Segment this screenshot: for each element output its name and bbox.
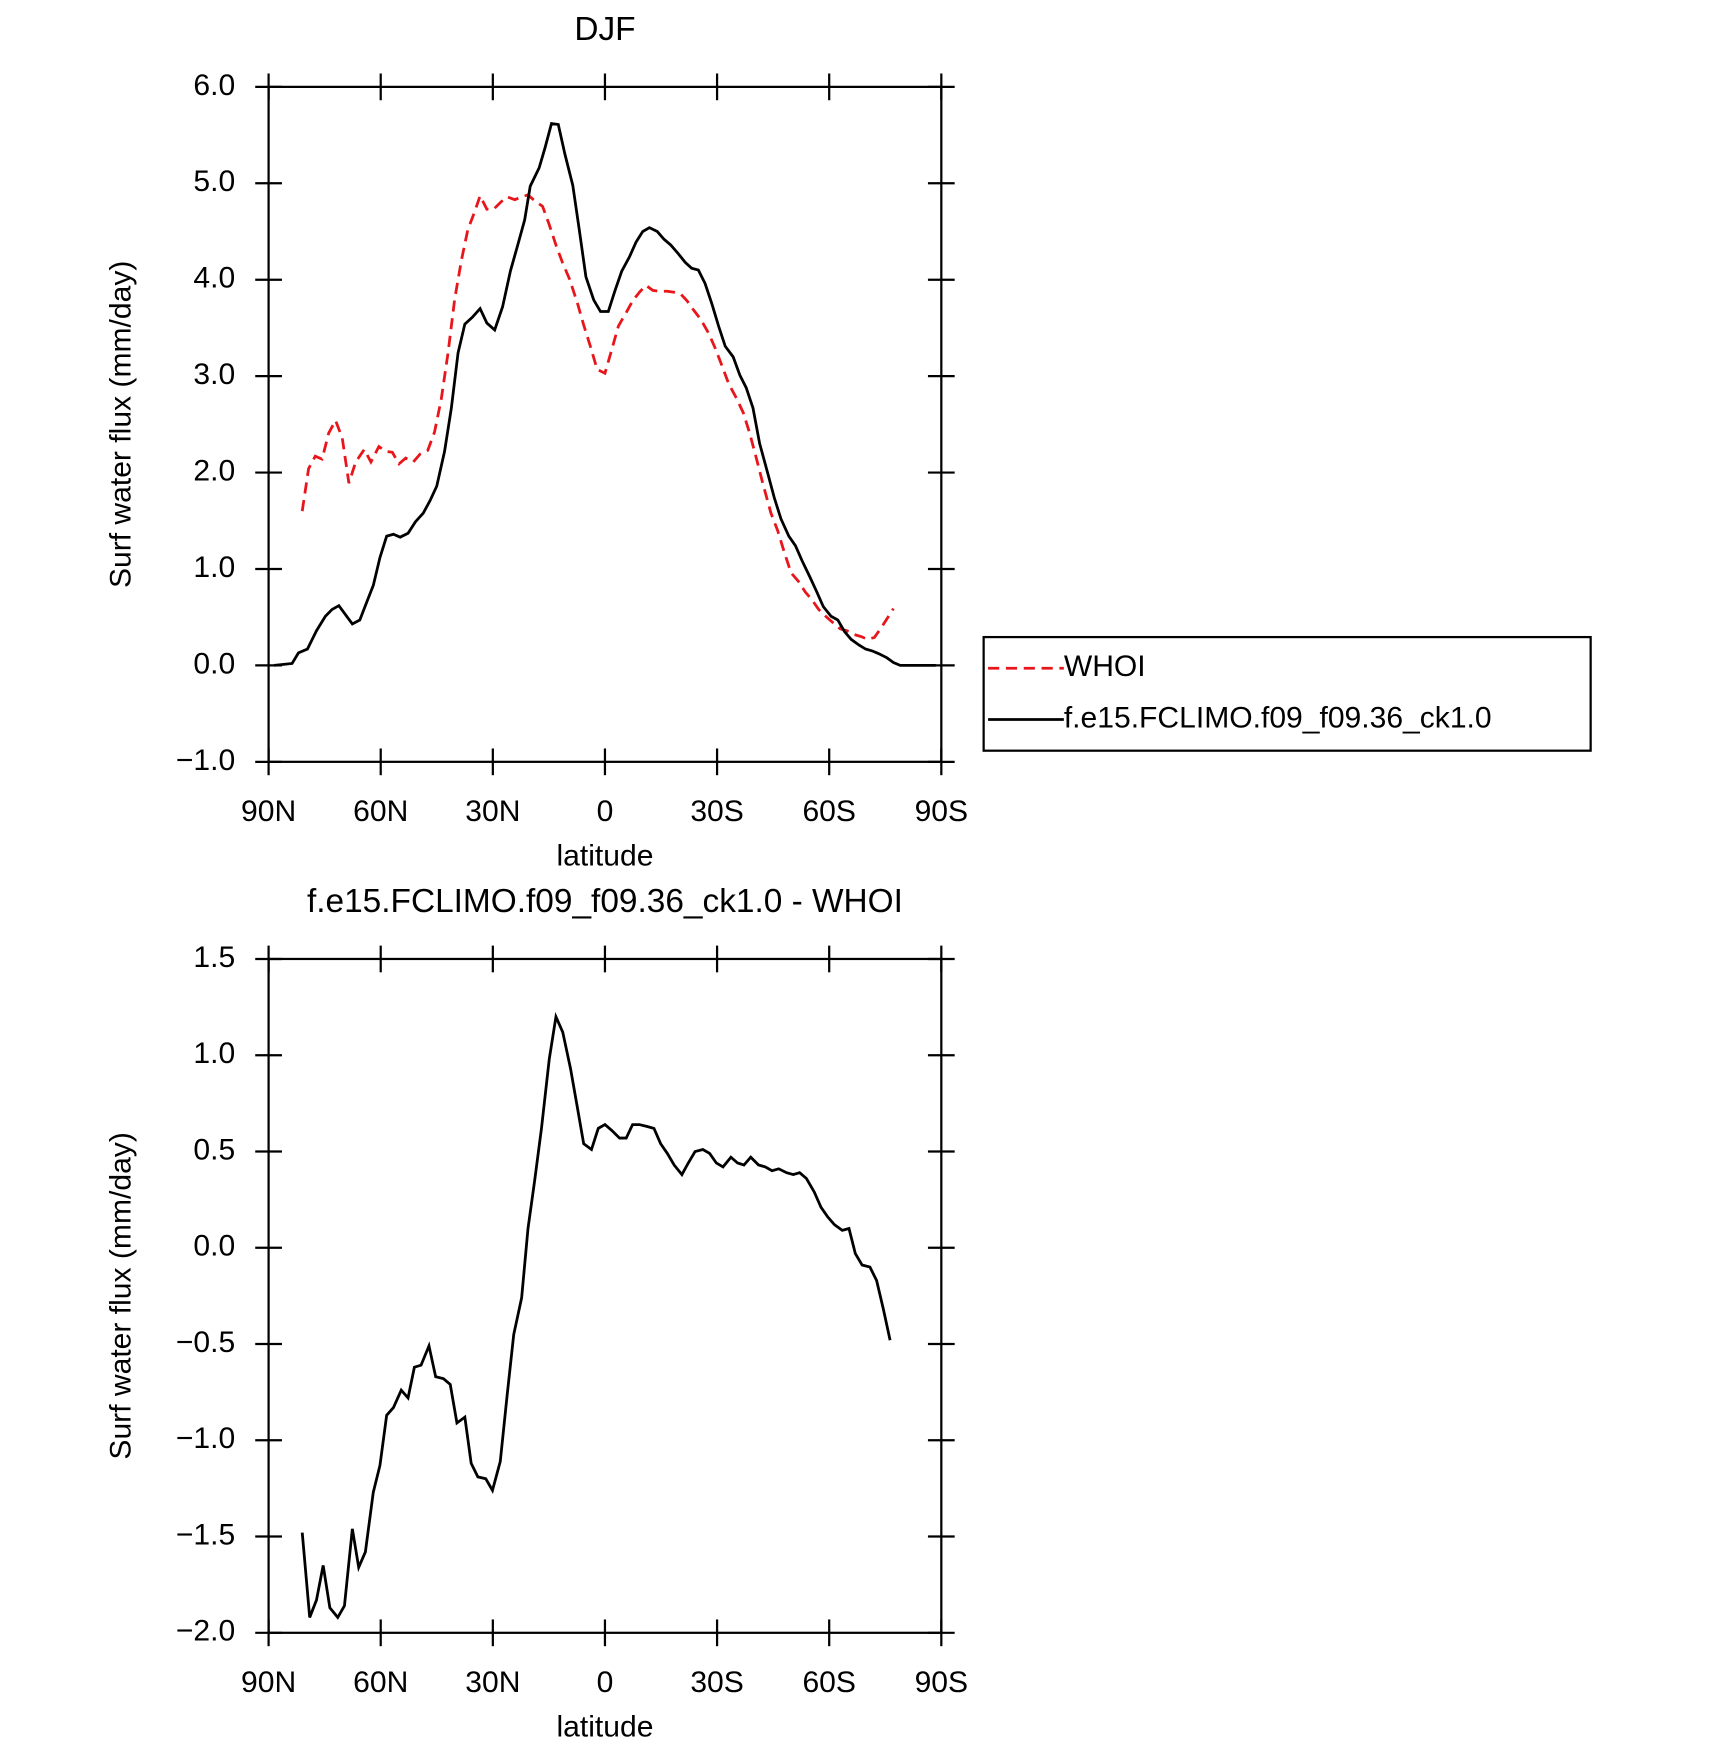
legend-box [982,635,1592,752]
plot-frame [267,85,943,763]
x-tick-label: 30N [465,795,520,828]
y-axis-label: Surf water flux (mm/day) [105,261,138,588]
y-axis-label: Surf water flux (mm/day) [105,1132,138,1459]
x-tick-label: 30N [465,1666,520,1699]
x-tick-label: 30S [690,1666,744,1699]
y-tick-label: 3.0 [193,358,235,391]
x-tick-label: 90S [915,795,969,828]
y-tick-label: −1.5 [176,1518,235,1551]
x-tick-label: 90S [915,1666,969,1699]
x-tick-label: 60S [802,1666,856,1699]
y-tick-label: 1.5 [193,941,235,974]
x-axis-label: latitude [556,1711,653,1744]
y-tick-label: 5.0 [193,165,235,198]
legend-label: f.e15.FCLIMO.f09_f09.36_ck1.0 [1064,701,1492,734]
y-tick-label: 0.5 [193,1133,235,1166]
y-tick-label: 1.0 [193,1037,235,1070]
x-tick-label: 60S [802,795,856,828]
y-tick-label: 6.0 [193,69,235,102]
y-tick-label: −0.5 [176,1326,235,1359]
data-line [274,121,936,667]
y-tick-label: 0.0 [193,1230,235,1263]
x-tick-label: 90N [241,1666,296,1699]
y-tick-label: 0.0 [193,647,235,680]
chart-title: f.e15.FCLIMO.f09_f09.36_ck1.0 - WHOI [307,883,903,920]
x-tick-label: 0 [597,1666,614,1699]
data-line [300,1011,892,1620]
chart-title: DJF [574,11,635,48]
y-tick-label: 2.0 [193,454,235,487]
data-line [300,192,895,641]
y-tick-label: 4.0 [193,262,235,295]
x-tick-label: 60N [353,795,408,828]
x-axis-label: latitude [556,840,653,873]
legend-label: WHOI [1064,650,1146,683]
plot: DJF latitude Surf water flux (mm/day) −1.0 0… [105,11,1592,873]
y-tick-label: −1.0 [176,1422,235,1455]
y-tick-label: −2.0 [176,1615,235,1648]
y-tick-label: −1.0 [176,744,235,777]
x-tick-label: 0 [597,795,614,828]
plot-frame [267,957,943,1634]
y-tick-label: 1.0 [193,551,235,584]
x-tick-label: 90N [241,795,296,828]
x-tick-label: 30S [690,795,744,828]
x-tick-label: 60N [353,1666,408,1699]
plot: f.e15.FCLIMO.f09_f09.36_ck1.0 - WHOI lati… [105,883,968,1743]
